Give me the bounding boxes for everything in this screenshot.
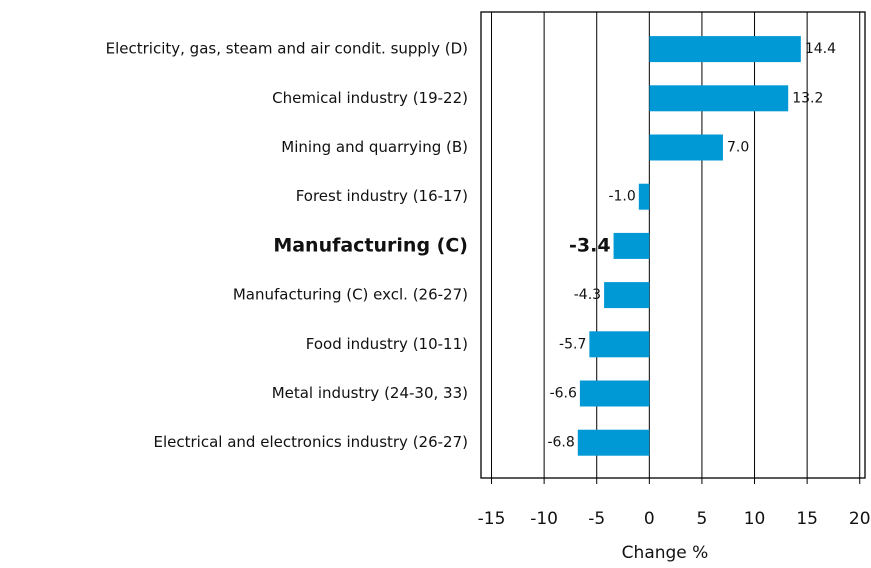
x-tick-label: 20 [849, 509, 871, 529]
y-tick-label: Electricity, gas, steam and air condit. … [106, 40, 468, 58]
y-tick-label: Electrical and electronics industry (26-… [154, 433, 468, 451]
x-axis-label: Change % [622, 543, 709, 563]
bar [604, 282, 650, 309]
bar [649, 36, 801, 63]
value-label: 14.4 [805, 41, 836, 57]
y-tick-label: Mining and quarrying (B) [281, 138, 468, 156]
y-tick-label: Metal industry (24-30, 33) [272, 384, 468, 402]
value-label: 13.2 [792, 90, 823, 106]
y-tick-label: Forest industry (16-17) [296, 187, 468, 205]
value-label: -3.4 [569, 234, 611, 256]
y-tick-label: Chemical industry (19-22) [272, 89, 468, 107]
x-tick-label: -15 [478, 509, 506, 529]
y-tick-label: Manufacturing (C) [273, 234, 468, 256]
bar [638, 183, 650, 210]
bar [649, 134, 723, 161]
x-tick-label: 10 [744, 509, 766, 529]
bar [613, 232, 650, 259]
bar [577, 429, 650, 456]
plot-frame [480, 11, 866, 479]
y-tick-label: Manufacturing (C) excl. (26-27) [233, 286, 468, 304]
x-tick-label: 5 [697, 509, 708, 529]
x-tick-label: 15 [796, 509, 818, 529]
bar [589, 331, 650, 358]
value-label: -1.0 [608, 189, 635, 205]
value-label: -4.3 [574, 287, 601, 303]
bar [649, 85, 789, 112]
value-label: -5.7 [559, 336, 586, 352]
x-tick-label: -5 [588, 509, 605, 529]
bar [579, 380, 650, 407]
y-tick-label: Food industry (10-11) [306, 335, 468, 353]
value-label: -6.6 [550, 386, 577, 402]
x-tick-label: -10 [530, 509, 558, 529]
value-label: 7.0 [727, 140, 749, 156]
x-tick-label: 0 [644, 509, 655, 529]
value-label: -6.8 [547, 435, 574, 451]
